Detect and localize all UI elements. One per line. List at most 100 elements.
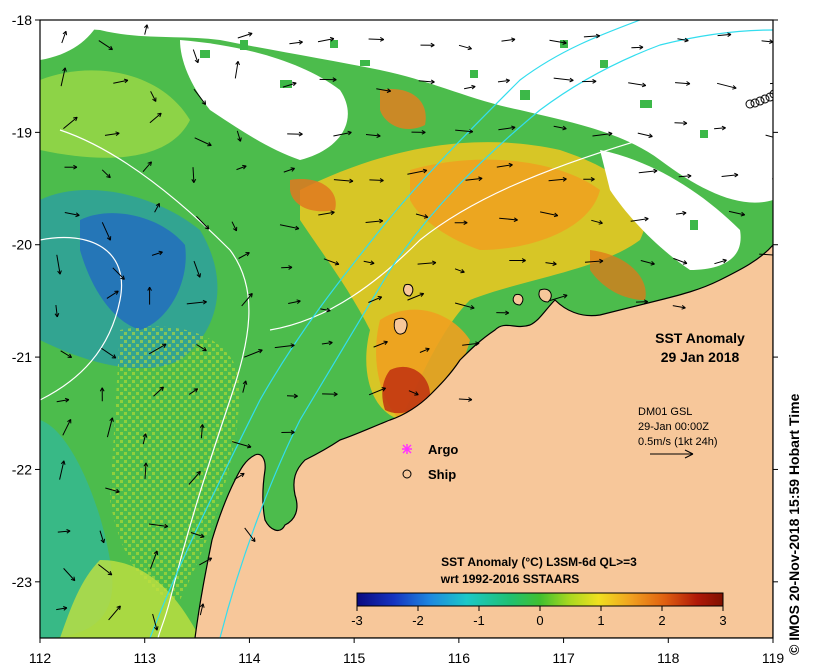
current-vector-head	[195, 388, 199, 393]
colorbar-tick-label: 0	[536, 613, 543, 628]
current-vector-head	[727, 33, 732, 38]
current-vector-head	[208, 142, 212, 146]
current-vector	[193, 260, 201, 278]
current-vector	[279, 224, 299, 230]
current-vector	[148, 343, 167, 355]
current-vector-head	[73, 166, 78, 170]
current-vector-head	[384, 341, 388, 346]
current-vector-head	[109, 571, 113, 576]
warm-anomaly-core-north	[410, 159, 600, 250]
current-vector	[376, 88, 391, 92]
current-vector-head	[598, 222, 603, 225]
current-vector-head	[156, 550, 159, 555]
current-vector-head	[592, 80, 597, 84]
current-vector-head	[75, 212, 80, 216]
current-vector	[333, 179, 354, 182]
current-vector-head	[769, 41, 773, 44]
current-vector-head	[382, 387, 386, 392]
current-vector-head	[460, 271, 465, 274]
current-vector-head	[199, 424, 203, 428]
current-vector-head	[467, 48, 472, 51]
current-vector	[188, 471, 201, 485]
current-vector-head	[468, 397, 473, 401]
y-tick-label: -18	[12, 12, 32, 28]
colorbar-tick-label: -2	[412, 613, 424, 628]
current-vector	[549, 39, 567, 44]
current-vector-head	[122, 275, 125, 280]
current-vector-head	[147, 161, 152, 164]
current-vector	[373, 341, 388, 348]
current-vector	[631, 46, 644, 49]
current-vector-head	[562, 128, 567, 131]
current-vector-head	[348, 132, 352, 136]
current-vector-head	[153, 550, 158, 554]
current-vector-head	[259, 349, 263, 354]
current-vector-head	[644, 218, 649, 222]
current-vector-head	[56, 313, 60, 318]
current-vector-head	[596, 35, 601, 39]
current-vector-head	[608, 131, 613, 134]
current-vector-head	[123, 78, 129, 81]
current-vector-head	[376, 133, 381, 137]
current-vector-head	[199, 471, 201, 476]
argo-label: Argo	[428, 442, 458, 457]
speckle-region	[110, 326, 240, 600]
isobath-line	[149, 20, 641, 638]
current-vector-head	[349, 178, 354, 182]
current-vector-head	[386, 90, 391, 93]
current-vector-head	[785, 81, 789, 83]
current-vector-head	[251, 539, 256, 543]
current-vector	[186, 301, 207, 305]
current-vector	[57, 530, 71, 533]
current-vector-head	[109, 417, 113, 422]
current-vector	[56, 399, 69, 403]
current-vector	[677, 38, 689, 42]
current-vector	[105, 487, 120, 493]
current-vector-head	[290, 430, 295, 433]
current-vector	[498, 126, 516, 131]
current-vector	[772, 178, 773, 180]
current-vector	[673, 257, 688, 264]
current-vector-head	[723, 259, 727, 264]
current-vector	[365, 220, 383, 223]
isobath-line	[40, 236, 123, 401]
current-vector	[497, 79, 510, 83]
current-vector-head	[106, 237, 111, 241]
current-vector-head	[201, 102, 206, 105]
current-vector	[154, 203, 160, 213]
current-vector-head	[722, 258, 727, 261]
current-vector-head	[333, 393, 338, 397]
current-vector	[584, 260, 604, 263]
current-vector	[151, 251, 163, 256]
current-vector-head	[193, 178, 197, 183]
current-vector-head	[288, 266, 293, 270]
current-vector-head	[191, 179, 195, 183]
current-vector-head	[246, 446, 252, 449]
current-vector-head	[505, 78, 510, 81]
current-vector-head	[370, 260, 375, 264]
current-vector-head	[595, 33, 600, 37]
current-vector	[190, 532, 205, 538]
current-vector-head	[202, 603, 205, 608]
current-vector-head	[152, 98, 157, 102]
current-vector-head	[463, 222, 468, 226]
current-vector-head	[150, 161, 152, 166]
current-vector	[765, 134, 773, 138]
current-vector	[369, 179, 384, 181]
current-vector-head	[209, 557, 213, 562]
current-vector	[496, 164, 513, 168]
current-vector-head	[204, 100, 207, 105]
current-vector-head	[554, 212, 559, 216]
current-vector	[553, 77, 574, 81]
current-vector	[638, 170, 658, 174]
current-vector-head	[590, 176, 595, 180]
current-vector-head	[207, 225, 210, 230]
current-vector-head	[648, 136, 653, 138]
current-vector-head	[330, 210, 335, 213]
current-vector-head	[63, 606, 68, 609]
current-vector-head	[99, 387, 103, 392]
current-vector	[196, 215, 210, 230]
current-vector-head	[63, 460, 66, 465]
colorbar-tick-label: -3	[351, 613, 363, 628]
